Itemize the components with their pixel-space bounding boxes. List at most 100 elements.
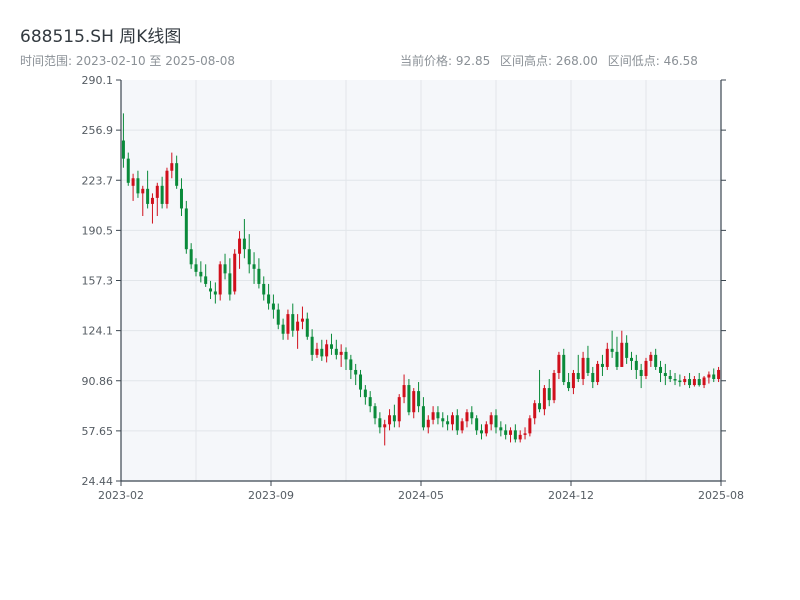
candle (446, 415, 450, 431)
price-stats: 当前价格: 92.85 区间高点: 268.00 区间低点: 46.58 (400, 52, 704, 69)
candle-body (659, 366, 663, 373)
candle-body (484, 424, 488, 434)
y-tick-label: 290.1 (82, 74, 114, 87)
candle (242, 219, 246, 259)
candle-body (513, 430, 517, 440)
candle-body (518, 434, 522, 440)
current-price-label: 当前价格: 92.85 (400, 54, 491, 68)
candle (663, 363, 667, 386)
candle (349, 354, 353, 380)
candle-body (150, 197, 154, 204)
candle-body (339, 351, 343, 355)
candle-body (141, 188, 145, 194)
candle (155, 182, 159, 217)
candle-body (218, 264, 222, 295)
candle-body (131, 178, 135, 186)
candle (383, 419, 387, 446)
candle (247, 234, 251, 274)
candle (542, 385, 546, 416)
candle-body (296, 321, 300, 331)
candle (649, 351, 653, 367)
candle (625, 335, 629, 364)
candle (141, 185, 145, 217)
candle-body (223, 264, 227, 274)
candle-body (378, 418, 382, 428)
candle-body (291, 314, 295, 331)
candle (184, 200, 188, 254)
candle (571, 369, 575, 395)
candle-body (470, 412, 474, 419)
candle (402, 374, 406, 404)
candle-body (596, 363, 600, 383)
candle (654, 348, 658, 370)
candle-body (557, 354, 561, 373)
candle (504, 424, 508, 440)
candle (678, 374, 682, 387)
x-tick-label: 2023-02 (98, 489, 144, 502)
candle-body (499, 427, 503, 431)
time-range-label: 时间范围: 2023-02-10 至 2025-08-08 (20, 54, 235, 68)
candle (702, 376, 706, 389)
candle (586, 345, 590, 377)
candle (310, 329, 314, 361)
candle-body (310, 336, 314, 355)
y-tick-label: 157.3 (82, 275, 114, 288)
candle (712, 368, 716, 383)
candle (392, 404, 396, 428)
candle-body (436, 412, 440, 419)
candle (417, 382, 421, 413)
candle-body (267, 294, 271, 304)
candle-body (673, 379, 677, 381)
candle (209, 280, 213, 300)
candle (557, 351, 561, 380)
candle-body (199, 271, 203, 277)
candle (600, 354, 604, 377)
candle-body (509, 430, 513, 435)
y-tick-label: 256.9 (82, 124, 114, 137)
candle-body (605, 348, 609, 367)
candle-body (654, 354, 658, 367)
candle (547, 379, 551, 407)
candle-body (460, 421, 464, 431)
candle (412, 388, 416, 419)
candle-body (620, 342, 624, 367)
candle (150, 193, 154, 224)
candle (470, 406, 474, 425)
candle-body (576, 372, 580, 380)
axes: 290.1 256.9 223.7 190.5 157.3 124.1 90.86 57.65… (82, 74, 744, 502)
candle-body (165, 170, 169, 204)
candle (538, 369, 542, 413)
candle (707, 371, 711, 384)
candle-body (586, 357, 590, 373)
candle-body (639, 369, 643, 377)
candle (581, 351, 585, 386)
candle-body (547, 388, 551, 401)
candle (228, 258, 232, 301)
candle-body (344, 351, 348, 360)
candle-body (170, 163, 174, 171)
candle-body (189, 249, 193, 265)
candle-body (242, 238, 246, 250)
candle (407, 379, 411, 416)
candle (475, 415, 479, 435)
candle-body (238, 238, 242, 254)
candle (329, 333, 333, 355)
candle (344, 347, 348, 370)
candle-body (683, 379, 687, 383)
candle (170, 152, 174, 179)
candle-body (252, 264, 256, 269)
candle-body (412, 391, 416, 413)
candle (479, 424, 483, 440)
chart-title: 688515.SH 周K线图 (20, 27, 182, 47)
candle (426, 415, 430, 434)
candle (334, 339, 338, 360)
candle-body (697, 379, 701, 386)
candle-body (542, 388, 546, 410)
candle (315, 342, 319, 358)
candle-body (329, 344, 333, 349)
candle (484, 421, 488, 437)
candle-body (373, 406, 377, 419)
candle-body (213, 291, 217, 295)
candle-body (610, 348, 614, 352)
candle-body (441, 418, 445, 422)
